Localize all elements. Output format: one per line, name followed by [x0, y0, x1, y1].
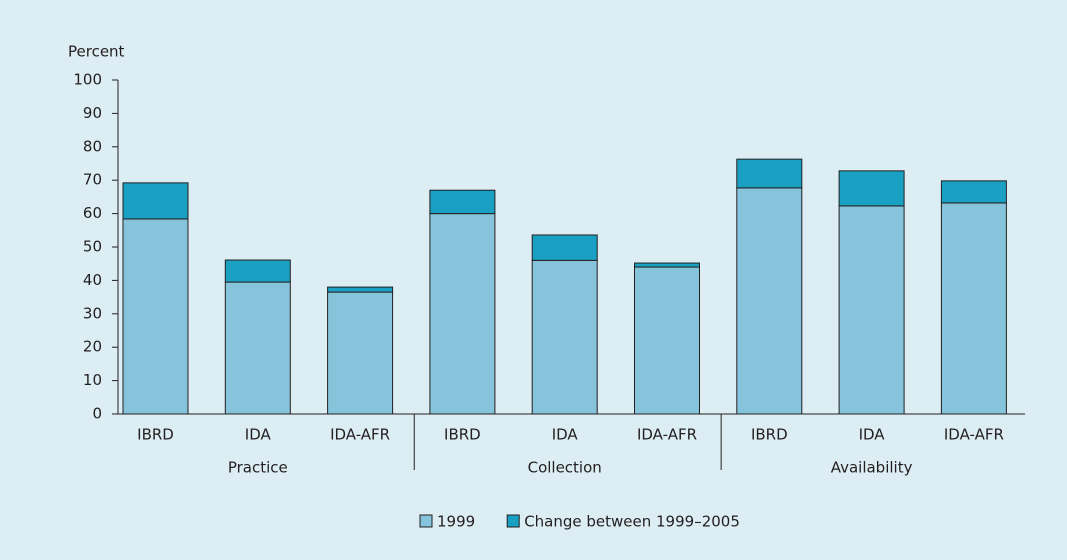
bar-segment — [736, 187, 803, 415]
x-tick-label: IDA-AFR — [330, 426, 390, 444]
bar-segment — [634, 266, 700, 415]
y-tick-label: 0 — [92, 405, 102, 423]
x-tick-label: IDA — [859, 426, 886, 444]
y-tick-label: 20 — [83, 338, 102, 356]
bar-segment — [838, 170, 905, 207]
y-tick-label: 100 — [73, 71, 102, 89]
legend-label: 1999 — [437, 513, 475, 531]
x-tick-label: IBRD — [444, 426, 481, 444]
bar-segment — [327, 286, 394, 293]
bar-segment — [122, 182, 189, 220]
x-tick-label: IDA — [245, 426, 272, 444]
y-tick-label: 80 — [83, 137, 102, 155]
bar-segment — [224, 281, 291, 415]
y-tick-label: 40 — [83, 271, 102, 289]
bar-segment — [531, 234, 598, 261]
y-tick-label: 60 — [83, 204, 102, 222]
y-tick-label: 90 — [83, 104, 102, 122]
bar-segment — [429, 189, 496, 215]
bar-segment — [327, 291, 394, 415]
bar-segment — [736, 158, 803, 189]
x-tick-label: IBRD — [137, 426, 174, 444]
legend-swatch — [419, 514, 433, 528]
legend-swatch — [506, 514, 520, 528]
y-tick-label: 70 — [83, 171, 102, 189]
group-label: Availability — [831, 459, 913, 477]
legend-label: Change between 1999–2005 — [524, 513, 740, 531]
x-tick-label: IBRD — [751, 426, 788, 444]
bar-segment — [634, 262, 700, 268]
y-tick-label: 50 — [83, 238, 102, 256]
group-label: Practice — [228, 459, 288, 477]
y-tick-label: 10 — [83, 371, 102, 389]
x-tick-label: IDA-AFR — [637, 426, 697, 444]
y-axis-label: Percent — [68, 43, 125, 61]
bar-segment — [940, 180, 1007, 204]
bar-segment — [531, 259, 598, 415]
y-tick-label: 30 — [83, 304, 102, 322]
bar-segment — [429, 213, 496, 415]
bar-segment — [122, 218, 189, 415]
bar-segment — [224, 259, 291, 283]
bar-segment — [940, 202, 1007, 415]
bar-segment — [838, 205, 905, 415]
x-tick-label: IDA — [552, 426, 579, 444]
x-tick-label: IDA-AFR — [944, 426, 1004, 444]
group-label: Collection — [528, 459, 602, 477]
